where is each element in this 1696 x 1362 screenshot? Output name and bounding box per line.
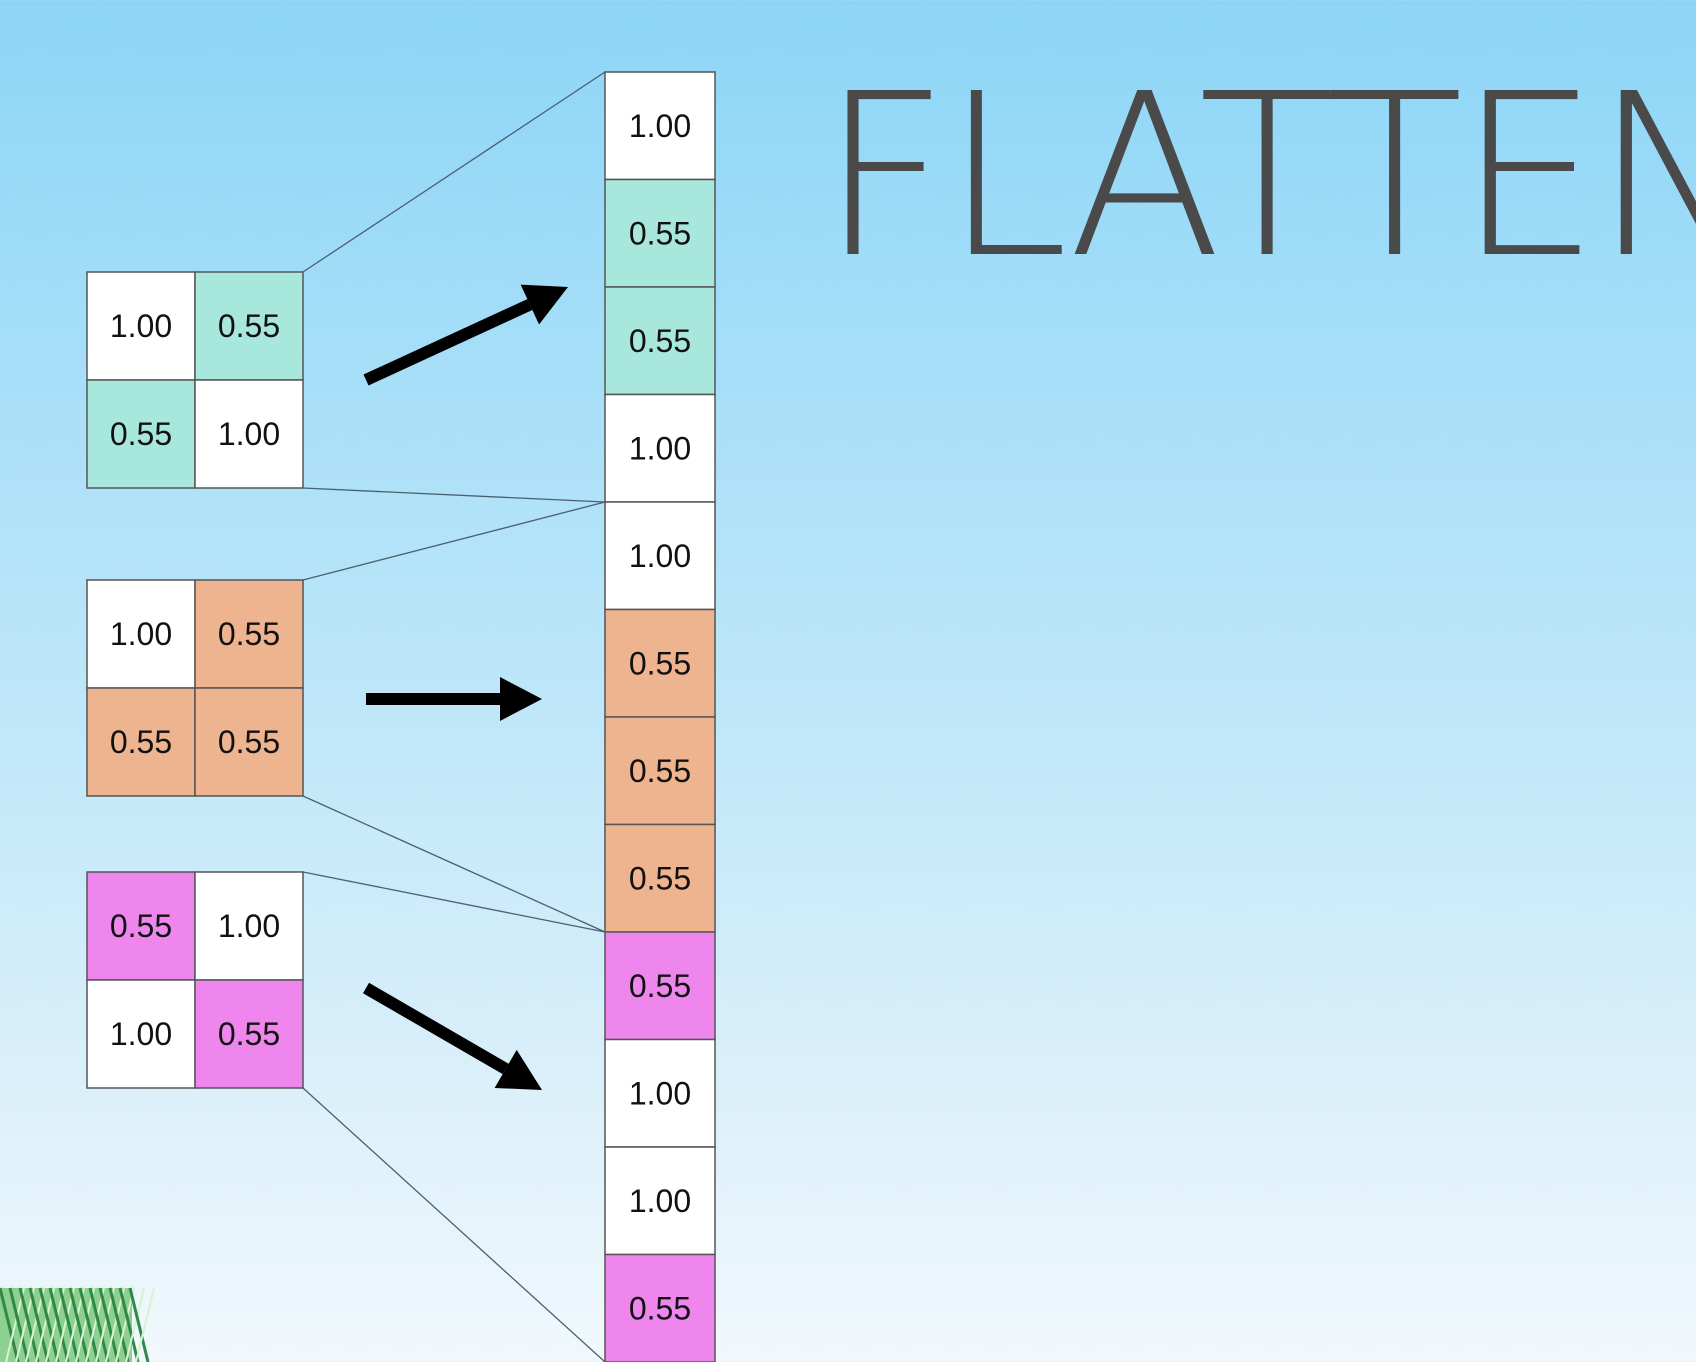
teal-matrix-cell-value: 1.00 <box>110 308 172 344</box>
column-cell-bg <box>604 1253 716 1362</box>
column-cell: 0.55 <box>604 178 716 288</box>
magenta-matrix-cell-value: 0.55 <box>218 1016 280 1052</box>
teal-matrix-cell-value: 1.00 <box>218 416 280 452</box>
orange-matrix-cell: 1.00 <box>86 579 196 689</box>
orange-matrix-cell-value: 0.55 <box>218 616 280 652</box>
column-cell: 0.55 <box>604 931 716 1041</box>
teal-matrix-cell: 0.55 <box>194 271 304 381</box>
connector-line <box>302 487 606 503</box>
teal-matrix-cell-value: 0.55 <box>110 416 172 452</box>
teal-matrix: 1.00 0.55 0.55 1.00 <box>86 271 304 489</box>
flatten-arrow-icon <box>363 284 568 386</box>
column-cell-value: 0.55 <box>629 645 691 681</box>
magenta-matrix: 0.55 1.00 1.00 0.55 <box>86 871 304 1089</box>
column-cell-value: 1.00 <box>629 1183 691 1219</box>
decorative-pattern-icon <box>0 1287 155 1362</box>
orange-matrix-cell-bg <box>86 687 196 797</box>
teal-matrix-cell: 1.00 <box>86 271 196 381</box>
column-cell-value: 0.55 <box>629 215 691 251</box>
column-cell-bg <box>604 1146 716 1256</box>
column-cell-bg <box>604 178 716 288</box>
connector-line <box>302 71 606 273</box>
column-cell-value: 0.55 <box>629 1290 691 1326</box>
orange-matrix-cell-value: 1.00 <box>110 616 172 652</box>
column-cell: 0.55 <box>604 1253 716 1362</box>
column-cell-value: 1.00 <box>629 538 691 574</box>
teal-matrix-cell-bg <box>86 379 196 489</box>
connector-line <box>302 871 606 933</box>
teal-matrix-cell-bg <box>194 379 304 489</box>
column-cell-bg <box>604 71 716 181</box>
magenta-matrix-cell: 1.00 <box>194 871 304 981</box>
magenta-matrix-cell-bg <box>86 979 196 1089</box>
magenta-matrix-cell-value: 1.00 <box>218 908 280 944</box>
column-cell: 0.55 <box>604 716 716 826</box>
magenta-matrix-cell: 1.00 <box>86 979 196 1089</box>
column-cell: 1.00 <box>604 393 716 503</box>
column-cell-bg <box>604 501 716 611</box>
column-cell-bg <box>604 931 716 1041</box>
connector-line <box>302 1087 606 1362</box>
flatten-arrow-icon <box>362 982 542 1090</box>
magenta-matrix-cell-value: 0.55 <box>110 908 172 944</box>
connector-line <box>302 795 606 933</box>
column-cell-value: 0.55 <box>629 753 691 789</box>
column-cell: 0.55 <box>604 286 716 396</box>
slide-title: FLATTEN <box>820 46 1696 308</box>
teal-matrix-cell: 1.00 <box>194 379 304 489</box>
magenta-matrix-cell-value: 1.00 <box>110 1016 172 1052</box>
magenta-matrix-cell-bg <box>194 979 304 1089</box>
orange-matrix-cell: 0.55 <box>194 687 304 797</box>
column-cell-bg <box>604 823 716 933</box>
column-cell: 1.00 <box>604 71 716 181</box>
column-cell-bg <box>604 608 716 718</box>
column-cell-bg <box>604 286 716 396</box>
column-cell-value: 1.00 <box>629 1075 691 1111</box>
flattened-column: 1.00 0.55 0.55 1.00 1.00 0.55 0.55 0.55 0.55 1.00… <box>604 71 716 1362</box>
column-cell-value: 1.00 <box>629 430 691 466</box>
column-cell-value: 0.55 <box>629 323 691 359</box>
orange-matrix-cell: 0.55 <box>86 687 196 797</box>
magenta-matrix-cell: 0.55 <box>194 979 304 1089</box>
column-cell-bg <box>604 393 716 503</box>
orange-matrix-cell: 0.55 <box>194 579 304 689</box>
column-cell: 0.55 <box>604 608 716 718</box>
column-cell: 1.00 <box>604 1146 716 1256</box>
orange-matrix-cell-bg <box>194 687 304 797</box>
column-cell-bg <box>604 1038 716 1148</box>
magenta-matrix-cell-bg <box>194 871 304 981</box>
connector-line <box>302 501 606 581</box>
orange-matrix-cell-value: 0.55 <box>218 724 280 760</box>
column-cell-value: 0.55 <box>629 860 691 896</box>
orange-matrix: 1.00 0.55 0.55 0.55 <box>86 579 304 797</box>
column-cell-value: 0.55 <box>629 968 691 1004</box>
magenta-matrix-cell: 0.55 <box>86 871 196 981</box>
orange-matrix-cell-value: 0.55 <box>110 724 172 760</box>
column-cell: 0.55 <box>604 823 716 933</box>
teal-matrix-cell: 0.55 <box>86 379 196 489</box>
flatten-arrow-icon <box>366 677 542 721</box>
column-cell: 1.00 <box>604 501 716 611</box>
column-cell-value: 1.00 <box>629 108 691 144</box>
teal-matrix-cell-value: 0.55 <box>218 308 280 344</box>
column-cell: 1.00 <box>604 1038 716 1148</box>
